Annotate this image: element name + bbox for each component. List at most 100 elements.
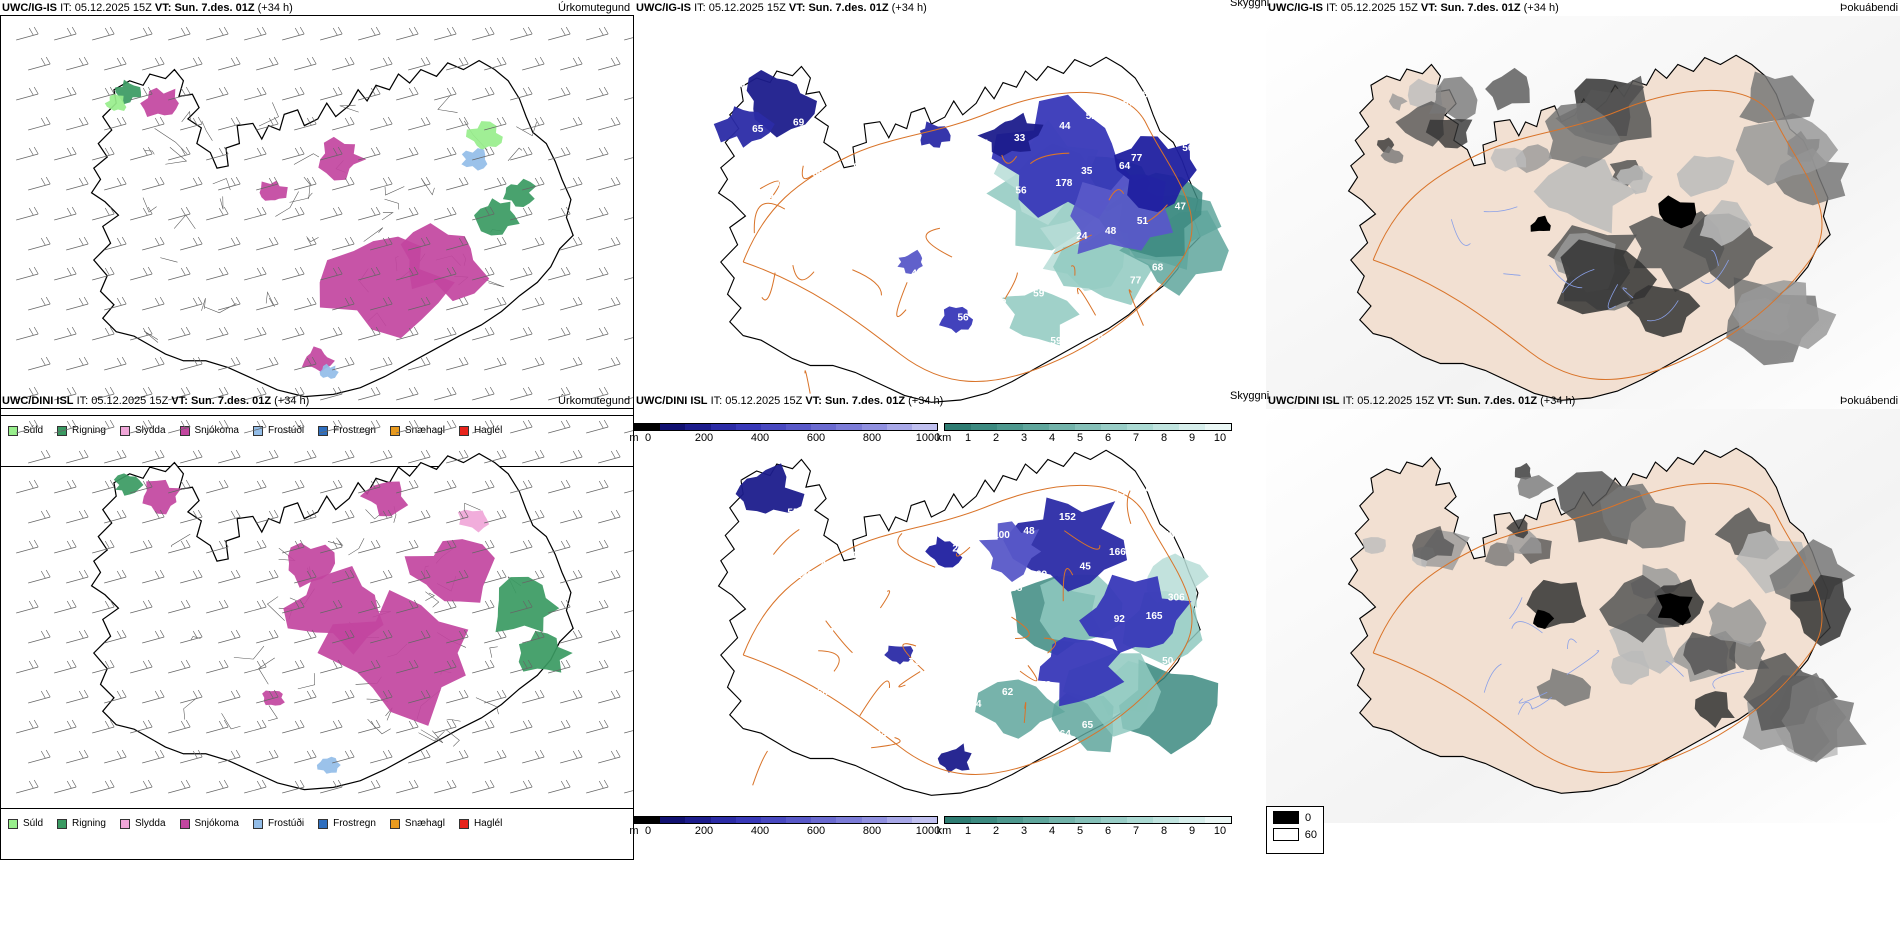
ceiling-value-label: 85 (977, 138, 989, 149)
precip-type-map (16, 26, 633, 401)
ceiling-value-label: 84 (1146, 484, 1158, 495)
ceiling-value-label: 77 (1130, 275, 1142, 286)
legend-swatch (8, 818, 18, 829)
precip-area (142, 479, 182, 515)
fog-area (1388, 93, 1408, 111)
ceiling-value-label: 92 (1114, 614, 1126, 625)
ceiling-value-label: 60 (817, 238, 829, 249)
ceiling-value-label: 77 (1131, 153, 1143, 164)
ceiling-value-label: 45 (995, 295, 1007, 306)
legend-label: Snæhagl (404, 425, 445, 436)
ceiling-colorbar: m 0 200 400 600 800 1000 (629, 423, 940, 445)
ceiling-value-label: 35 (1081, 166, 1093, 177)
fog-header: UWC/IG-IS IT: 05.12.2025 15Z VT: Sun. 7.… (1268, 2, 1559, 14)
ceiling-value-label: 43 (824, 348, 836, 359)
precip-area (113, 473, 144, 496)
ceiling-value-label: 99 (986, 367, 998, 378)
ceiling-value-label: 44 (1059, 121, 1071, 132)
ceiling-tick: 1000 (915, 825, 941, 837)
it-value: 05.12.2025 15Z (708, 2, 786, 14)
ceiling-value-label: 166 (1109, 547, 1126, 558)
legend-item-0: Súld (8, 818, 43, 829)
legend-swatch (179, 818, 190, 829)
fog-area (1530, 215, 1551, 232)
fog-index-map (1266, 16, 1900, 430)
precip-area (259, 180, 288, 201)
precip-header: UWC/IG-IS IT: 05.12.2025 15Z VT: Sun. 7.… (2, 2, 293, 14)
roads (742, 91, 1193, 394)
fog-header: UWC/DINI ISL IT: 05.12.2025 15Z VT: Sun.… (1268, 395, 1575, 407)
visibility-tick: 8 (1160, 825, 1168, 837)
model-name: UWC/DINI ISL (636, 395, 708, 407)
ceiling-area (884, 645, 914, 665)
ceiling-value-label: 56 (1015, 185, 1027, 196)
ceiling-value-label: 56 (943, 650, 955, 661)
vt-label: VT: (154, 2, 172, 14)
fog-area (1490, 147, 1527, 172)
ceiling-value-label: 88 (1011, 583, 1023, 594)
precip-area (316, 756, 341, 774)
fog-area (1683, 630, 1737, 676)
ceiling-value-label: 152 (1059, 512, 1076, 523)
ceiling-value-label: 27 (952, 544, 964, 555)
ceiling-value-label: 34 (730, 473, 742, 484)
ceiling-value-label: 33 (957, 80, 969, 91)
legend-swatch (318, 425, 329, 436)
visibility-tick: 10 (1213, 825, 1227, 837)
legend-item-5: Frostregn (318, 818, 376, 829)
ceiling-value-label: 96 (933, 93, 945, 104)
legend-label: Haglél (473, 818, 503, 829)
ceiling-value-label: 178 (1056, 178, 1073, 189)
rivers (1450, 206, 1729, 322)
ceiling-value-label: 100 (931, 713, 948, 724)
ceiling-area (1003, 497, 1128, 592)
ceiling-value-label: 306 (1168, 592, 1185, 603)
precip-type-map (16, 419, 633, 794)
fog-area (1616, 164, 1653, 195)
ceiling-value-label: 60 (842, 739, 854, 750)
legend-item-6: Snæhagl (389, 818, 445, 829)
visibility-tick: 7 (1132, 825, 1140, 837)
visibility-tick: 10 (1213, 432, 1227, 444)
model-name: UWC/IG-IS (2, 2, 57, 14)
legend-swatch (458, 425, 469, 436)
ceiling-area (978, 521, 1042, 582)
ceiling-value-label: 60 (975, 635, 987, 646)
fog-area (1484, 542, 1515, 567)
ceiling-area (937, 743, 972, 773)
ceiling-visibility-map: 34 55 54 55 60 59 65 84 59 48 60 56 62 64 73 58 126 143 72… (717, 449, 1219, 796)
ceiling-value-label: 54 (1098, 335, 1110, 346)
ceiling-value-label: 59 (764, 520, 776, 531)
it-label: IT: (694, 2, 706, 14)
fog-area (1545, 102, 1621, 168)
visibility-tick: 4 (1048, 432, 1056, 444)
legend-label: Slydda (134, 425, 166, 436)
model-row: UWC/DINI ISL IT: 05.12.2025 15Z VT: Sun.… (0, 390, 1900, 863)
ceiling-area (1037, 636, 1125, 707)
ceiling-value-label: 24 (1076, 231, 1088, 242)
ceiling-area (925, 536, 963, 568)
ceiling-value-label: 60 (899, 104, 911, 115)
ceiling-value-label: 131 (764, 310, 781, 321)
it-label: IT: (60, 2, 72, 14)
legend-label: Frostregn (333, 425, 376, 436)
ceiling-value-label: 55 (787, 507, 799, 518)
iceland-outline (90, 59, 574, 398)
model-name: UWC/DINI ISL (2, 395, 74, 407)
ceiling-value-label: 65 (1082, 720, 1094, 731)
ceiling-tick: 600 (806, 825, 826, 837)
it-label: IT: (710, 395, 723, 407)
ceiling-value-label: 58 (1075, 496, 1087, 507)
fog-area (1533, 609, 1555, 629)
ceiling-value-label: 47 (1175, 202, 1187, 213)
legend-item-1: Rigning (57, 818, 106, 829)
vt-value: Sun. 7.des. 01Z (808, 2, 889, 14)
ceiling-value-label: 126 (796, 570, 813, 581)
legend-swatch (119, 818, 130, 829)
ceiling-value-label: 44 (876, 729, 888, 740)
legend-item-1: Rigning (57, 425, 106, 436)
ceiling-value-label: 64 (1142, 89, 1154, 100)
precip-area (404, 539, 495, 603)
ceiling-value-label: 176 (831, 675, 848, 686)
ceiling-value-label: 64 (1060, 729, 1072, 740)
